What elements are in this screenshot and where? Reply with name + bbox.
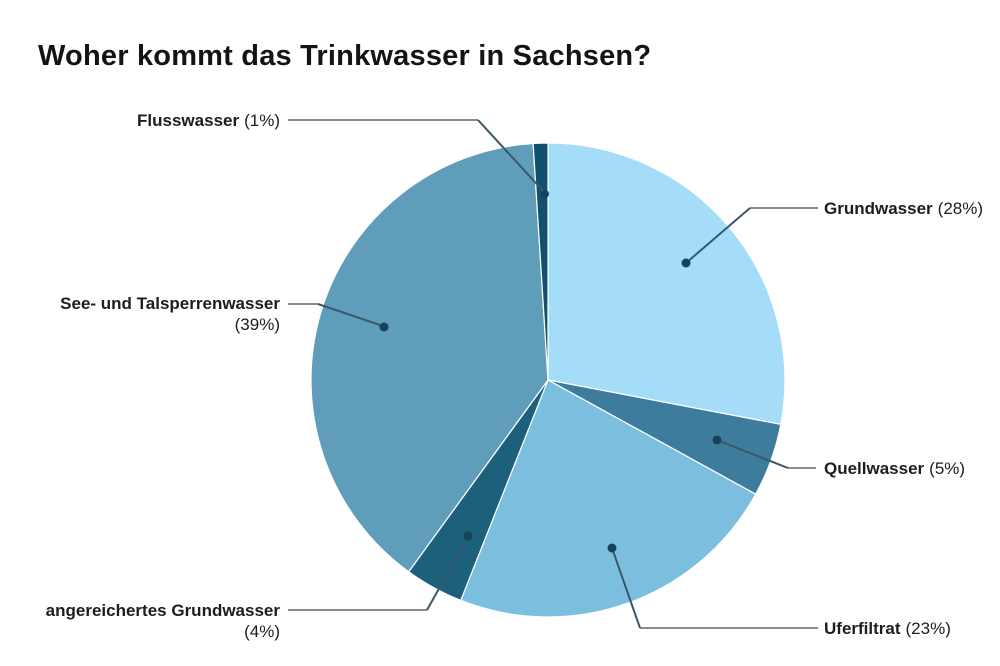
leader-pointer-angereichertes-grundwasser [426, 536, 469, 611]
leader-pointer-uferfiltrat [611, 547, 641, 629]
dot-see-und-talsperrenwasser [379, 322, 389, 332]
dot-grundwasser [681, 258, 691, 268]
slice-pct: (5%) [929, 459, 966, 478]
dot-quellwasser [712, 435, 722, 445]
label-see-und-talsperrenwasser: See- und Talsperrenwasser (39%) [60, 293, 280, 335]
slice-name: Uferfiltrat [824, 619, 901, 638]
leader-lines [288, 119, 818, 629]
dot-uferfiltrat [607, 543, 617, 553]
label-grundwasser: Grundwasser (28%) [824, 198, 983, 219]
slice-name: Grundwasser [824, 199, 933, 218]
slice-grundwasser [547, 142, 786, 426]
pie-slices [310, 142, 786, 618]
slice-name: See- und Talsperrenwasser [60, 294, 280, 313]
slice-pct: (23%) [905, 619, 951, 638]
chart-title: Woher kommt das Trinkwasser in Sachsen? [38, 40, 652, 72]
slice-uferfiltrat [459, 379, 757, 618]
leader-pointer-see-und-talsperrenwasser [317, 303, 384, 327]
leader-pointer-grundwasser [685, 207, 751, 264]
slice-see-und-talsperrenwasser [310, 142, 549, 573]
slice-pct: (1%) [244, 111, 280, 130]
slice-name: Flusswasser [137, 111, 240, 130]
label-quellwasser: Quellwasser (5%) [824, 458, 965, 479]
leader-dots [379, 190, 722, 553]
slice-pct: (28%) [937, 199, 984, 218]
leader-pointer-flusswasser [477, 119, 546, 194]
slice-pct: (39%) [234, 315, 280, 334]
slice-flusswasser [532, 142, 549, 381]
slice-name: angereichertes Grundwasser [45, 601, 280, 620]
label-angereichertes-grundwasser: angereichertes Grundwasser (4%) [46, 600, 280, 642]
dot-angereichertes-grundwasser [463, 531, 473, 541]
slice-pct: (4%) [244, 622, 280, 641]
leader-pointer-quellwasser [716, 439, 789, 469]
dot-flusswasser [541, 190, 549, 198]
label-uferfiltrat: Uferfiltrat (23%) [824, 618, 951, 639]
slice-name: Quellwasser [824, 459, 925, 478]
label-flusswasser: Flusswasser (1%) [137, 110, 280, 131]
